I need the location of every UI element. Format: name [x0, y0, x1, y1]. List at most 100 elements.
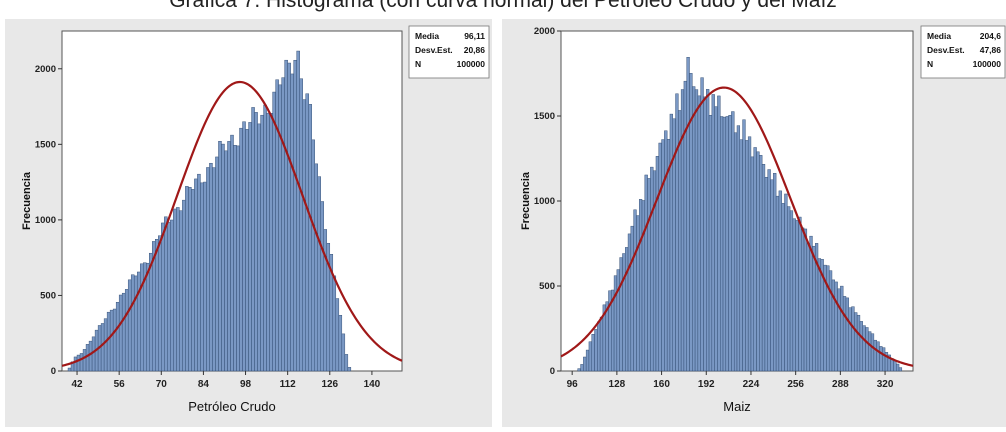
- y-tick-label: 1000: [534, 196, 555, 207]
- histogram-bar: [809, 235, 813, 372]
- x-tick-label: 84: [198, 379, 210, 390]
- histogram-bar: [585, 349, 590, 372]
- stats-label: N: [927, 59, 933, 69]
- stats-value: 96,11: [464, 31, 485, 41]
- stats-box-frame: [408, 25, 490, 79]
- histogram-bar: [314, 163, 318, 372]
- histogram-bar: [254, 112, 258, 372]
- histogram-bar: [817, 258, 822, 372]
- histogram-bar: [127, 279, 132, 372]
- histogram-bar: [868, 331, 872, 372]
- histogram-bar: [136, 271, 141, 372]
- histogram-bar: [840, 285, 844, 372]
- histogram-bar: [896, 363, 900, 372]
- histogram-bar: [848, 307, 852, 372]
- histogram-bar: [296, 50, 300, 372]
- histogram-bar: [756, 151, 760, 372]
- histogram-bar: [778, 190, 782, 372]
- histogram-bar: [870, 333, 875, 372]
- histogram-bar: [284, 59, 288, 372]
- stats-label: Desv.Est.: [927, 45, 965, 55]
- y-tick-label: 500: [539, 281, 555, 292]
- histogram-bar: [212, 167, 216, 372]
- y-tick-label: 1000: [35, 215, 56, 226]
- histogram-bar: [641, 200, 646, 372]
- histogram-bar: [149, 252, 153, 372]
- histogram-bar: [722, 116, 727, 372]
- histogram-bar: [221, 143, 225, 372]
- histogram-bar: [230, 134, 234, 372]
- histogram-bar: [577, 368, 581, 372]
- histogram-bar: [82, 349, 87, 372]
- histogram-bar: [269, 113, 273, 372]
- histogram-bar: [188, 187, 192, 372]
- histogram-bar: [191, 189, 195, 372]
- histogram-bar: [742, 119, 746, 372]
- histogram-bar: [185, 186, 189, 372]
- histogram-bar: [272, 91, 276, 372]
- histogram-bar: [669, 113, 673, 372]
- histogram-bar: [67, 367, 72, 372]
- histogram-bar: [347, 367, 352, 372]
- histogram-bar: [644, 174, 648, 372]
- stats-label: Media: [415, 31, 439, 41]
- histogram-bar: [311, 139, 315, 372]
- stats-value: 47,86: [980, 45, 1002, 55]
- histogram-bar: [753, 147, 757, 372]
- histogram-bar: [854, 312, 858, 372]
- x-tick-label: 126: [321, 379, 338, 390]
- x-tick-label: 192: [698, 379, 715, 390]
- histogram-bar: [227, 141, 231, 372]
- histogram-bar: [708, 115, 713, 372]
- histogram-bar: [218, 141, 222, 372]
- histogram-bar: [775, 195, 780, 372]
- y-tick-label: 500: [40, 290, 56, 301]
- histogram-bar: [898, 367, 903, 372]
- x-tick-label: 70: [156, 379, 168, 390]
- histogram-bar: [784, 193, 788, 372]
- stats-box: Media 204,6 Desv.Est. 47,86 N 100000: [920, 25, 1006, 79]
- histogram-bar: [599, 316, 604, 372]
- histogram-bar: [859, 321, 863, 372]
- histogram-bar: [728, 115, 732, 372]
- histogram-bar: [320, 201, 324, 372]
- histogram-bar: [630, 225, 634, 372]
- histogram-bar: [803, 228, 808, 372]
- histogram-bar: [731, 111, 735, 372]
- histogram-bar: [862, 325, 866, 372]
- histogram-bar: [305, 93, 309, 372]
- x-tick-label: 140: [364, 379, 381, 390]
- histogram-bar: [215, 156, 219, 372]
- histogram-bar: [308, 104, 312, 372]
- histogram-bar: [200, 182, 204, 372]
- histogram-bar: [747, 136, 752, 372]
- x-tick-label: 320: [877, 379, 894, 390]
- histogram-bar: [792, 218, 796, 372]
- stats-label: N: [415, 59, 421, 69]
- histogram-bar: [278, 84, 282, 372]
- y-tick-label: 0: [51, 366, 56, 377]
- histogram-bar: [332, 275, 337, 372]
- histogram-bar: [736, 125, 741, 372]
- histogram-bar: [633, 209, 637, 372]
- histogram-bar: [764, 176, 768, 372]
- histogram-bar: [100, 323, 105, 372]
- histogram-bar: [706, 89, 710, 372]
- histogram-bar: [109, 309, 114, 372]
- histogram-bar: [773, 173, 777, 372]
- histogram-bar: [781, 203, 785, 372]
- histogram-bar: [317, 176, 321, 372]
- histogram-bar: [594, 329, 598, 372]
- histogram-bar: [245, 129, 249, 372]
- histogram-bar: [842, 296, 847, 372]
- histogram-bar: [845, 297, 849, 372]
- y-tick-label: 2000: [35, 64, 56, 75]
- page-title: Gráfica 7. Histograma (con curva normal)…: [169, 0, 837, 12]
- histogram-bar: [173, 208, 177, 372]
- histogram-bar: [717, 95, 721, 372]
- x-tick-label: 96: [567, 379, 579, 390]
- histogram-bar: [293, 59, 297, 372]
- histogram-bar: [745, 140, 749, 372]
- y-axis-label: Frecuencia: [520, 171, 532, 230]
- histogram-bar: [725, 116, 729, 372]
